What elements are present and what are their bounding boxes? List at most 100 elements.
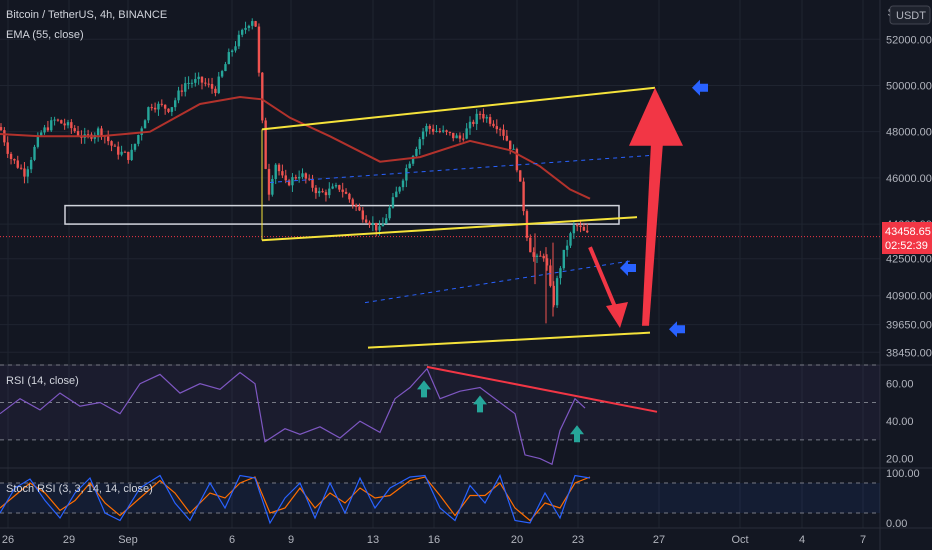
candle-down — [502, 129, 505, 136]
candle-up — [247, 25, 251, 28]
candle-up — [234, 46, 237, 51]
candle-up — [569, 233, 572, 246]
candle-down — [180, 90, 184, 92]
candle-down — [586, 230, 589, 233]
candle-up — [572, 225, 576, 234]
time-axis-label: 4 — [799, 534, 805, 546]
ema-indicator-label[interactable]: EMA (55, close) — [6, 29, 84, 41]
candle-down — [545, 258, 549, 266]
candle-down — [462, 138, 465, 140]
stoch-axis-label: 0.00 — [886, 518, 907, 530]
candle-up — [465, 128, 468, 139]
candle-up — [331, 186, 334, 189]
candle-down — [351, 199, 354, 205]
price-axis-label: 38450.00 — [886, 347, 932, 359]
candle-down — [9, 153, 13, 160]
candle-up — [318, 191, 321, 194]
candle-up — [177, 90, 180, 101]
candle-down — [294, 177, 297, 179]
channel-mid-dashed-upper — [269, 154, 661, 183]
candle-down — [264, 120, 267, 169]
candle-up — [227, 52, 230, 65]
candle-up — [120, 151, 123, 155]
candle-down — [576, 225, 579, 227]
candle-down — [478, 113, 482, 115]
symbol-title: Bitcoin / TetherUS, 4h, BINANCE — [6, 9, 167, 21]
candle-down — [304, 173, 308, 179]
candle-up — [53, 119, 56, 121]
time-axis-label: 16 — [428, 534, 440, 546]
candle-down — [70, 122, 73, 129]
candle-up — [36, 135, 40, 147]
candle-up — [194, 79, 197, 83]
time-axis-label: 29 — [63, 534, 75, 546]
candle-up — [565, 245, 569, 250]
candle-down — [448, 131, 452, 133]
candle-up — [418, 139, 421, 149]
price-axis-label: 42500.00 — [886, 254, 932, 266]
candle-down — [76, 131, 80, 136]
candle-down — [160, 103, 163, 105]
price-axis-label: 46000.00 — [886, 173, 932, 185]
time-axis-label: 26 — [2, 534, 14, 546]
stoch-k-line — [0, 474, 591, 525]
candle-up — [398, 187, 401, 192]
candle-down — [277, 164, 281, 172]
candle-down — [267, 168, 271, 195]
stoch-rsi-pane — [0, 474, 880, 525]
candle-down — [428, 125, 431, 129]
candle-down — [210, 84, 214, 89]
candle-up — [157, 103, 160, 110]
candle-up — [190, 82, 194, 84]
candle-up — [297, 176, 301, 179]
candle-down — [375, 222, 378, 231]
candle-down — [482, 113, 485, 119]
stoch-rsi-indicator-label[interactable]: Stoch RSI (3, 3, 14, 14, close) — [6, 483, 153, 495]
candle-down — [3, 130, 6, 143]
channel-lower-line — [261, 216, 638, 242]
price-axis-label: 39650.00 — [886, 320, 932, 332]
currency-selector[interactable] — [889, 5, 931, 25]
candle-up — [401, 180, 405, 188]
candle-up — [43, 127, 46, 133]
candle-down — [492, 123, 495, 127]
candle-down — [364, 219, 368, 223]
blue-pointer-arrow — [692, 79, 708, 96]
candle-up — [385, 218, 388, 224]
candle-down — [100, 128, 103, 136]
candle-up — [147, 107, 150, 121]
rsi-axis-label: 40.00 — [886, 416, 914, 428]
channel-bottom-line — [367, 331, 651, 349]
candle-up — [395, 191, 398, 198]
candle-up — [381, 223, 385, 227]
candle-up — [66, 122, 70, 126]
candle-up — [421, 131, 425, 140]
candle-down — [354, 204, 358, 207]
candle-down — [515, 148, 519, 171]
price-axis-label: 40900.00 — [886, 291, 932, 303]
candle-down — [532, 252, 535, 257]
candle-up — [50, 120, 53, 131]
rsi-indicator-label[interactable]: RSI (14, close) — [6, 375, 79, 387]
candle-up — [371, 222, 375, 225]
candle-up — [143, 120, 147, 129]
candle-down — [117, 146, 120, 155]
candle-up — [230, 50, 234, 53]
red-arrow-up-shaft — [642, 142, 663, 326]
candle-up — [442, 130, 445, 132]
candle-up — [40, 132, 43, 136]
candle-down — [582, 227, 586, 231]
candle-up — [334, 185, 338, 187]
candle-up — [378, 226, 381, 231]
candle-down — [361, 210, 364, 220]
time-axis-label: 23 — [572, 534, 584, 546]
candle-down — [358, 206, 361, 211]
candle-up — [388, 207, 391, 219]
candle-up — [26, 169, 29, 177]
candle-down — [23, 168, 26, 177]
blue-pointer-arrow — [669, 321, 685, 338]
candle-up — [391, 197, 395, 208]
candle-down — [123, 151, 127, 153]
